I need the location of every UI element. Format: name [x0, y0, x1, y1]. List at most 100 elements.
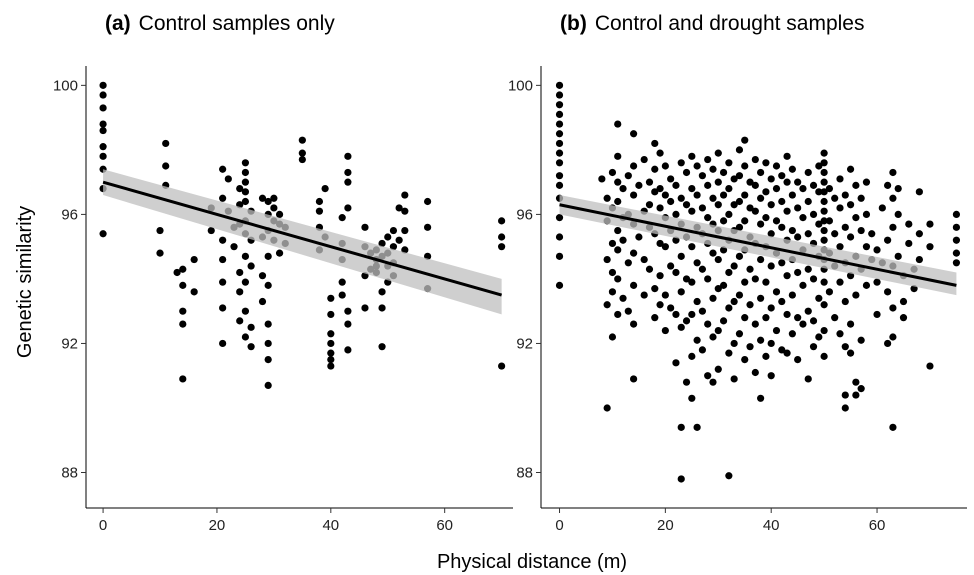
data-point	[836, 204, 844, 212]
data-point	[555, 214, 564, 222]
data-point	[327, 339, 335, 348]
data-point	[772, 217, 781, 225]
data-point	[735, 197, 744, 206]
data-point	[862, 243, 871, 251]
data-point	[709, 249, 717, 257]
data-point	[688, 278, 696, 286]
data-point	[952, 223, 961, 231]
data-point	[772, 184, 781, 193]
data-point	[389, 243, 398, 251]
data-point	[804, 230, 812, 238]
data-point	[344, 307, 352, 315]
data-point	[762, 314, 770, 322]
data-point	[751, 207, 759, 215]
data-point	[241, 307, 250, 315]
data-point	[746, 301, 754, 309]
x-tick-label: 60	[869, 517, 886, 534]
data-point	[327, 349, 335, 357]
data-point	[709, 294, 717, 302]
data-point	[667, 304, 675, 312]
data-point	[614, 178, 622, 186]
data-point	[338, 214, 346, 222]
data-point	[555, 101, 564, 109]
data-point	[746, 204, 754, 212]
data-point	[656, 239, 664, 248]
data-point	[682, 275, 691, 283]
data-point	[751, 275, 759, 283]
data-point	[788, 330, 796, 338]
data-point	[783, 272, 791, 280]
data-point	[693, 162, 701, 170]
data-point	[555, 130, 564, 138]
data-point	[640, 291, 648, 299]
data-point	[841, 297, 849, 306]
data-point	[624, 307, 632, 315]
data-point	[762, 214, 770, 222]
data-point	[905, 220, 913, 228]
data-point	[179, 320, 187, 328]
data-point	[179, 307, 187, 315]
data-point	[614, 246, 622, 254]
regression-line	[559, 203, 957, 287]
x-tick-label: 20	[209, 517, 226, 534]
data-point	[241, 168, 250, 177]
data-point	[315, 207, 324, 215]
data-point	[361, 304, 369, 312]
data-point	[889, 194, 897, 202]
data-point	[704, 372, 712, 380]
data-point	[730, 201, 738, 209]
panel-tag: (b)	[560, 12, 587, 35]
data-point	[219, 278, 227, 286]
data-point	[809, 181, 818, 189]
data-point	[624, 259, 632, 267]
data-point	[746, 178, 754, 186]
data-point	[841, 223, 849, 231]
data-point	[179, 265, 187, 273]
data-point	[820, 149, 828, 157]
data-point	[688, 184, 696, 193]
data-point	[219, 339, 227, 348]
data-point	[555, 81, 564, 89]
data-point	[614, 197, 622, 206]
data-point	[762, 352, 770, 360]
data-point	[698, 265, 707, 273]
data-point	[741, 314, 749, 322]
data-point	[714, 201, 722, 209]
data-point	[630, 320, 638, 328]
data-point	[852, 181, 860, 189]
y-tick-label: 100	[508, 77, 533, 94]
data-point	[672, 210, 680, 219]
data-point	[656, 149, 664, 157]
data-point	[236, 288, 244, 296]
data-point	[207, 226, 215, 235]
y-tick-label: 100	[53, 77, 78, 94]
data-point	[704, 320, 712, 328]
y-tick-label: 96	[516, 206, 533, 223]
regression-line	[102, 180, 503, 297]
data-point	[614, 310, 622, 319]
data-point	[498, 362, 506, 370]
data-point	[836, 278, 844, 286]
data-point	[378, 239, 386, 248]
data-point	[395, 204, 403, 212]
data-point	[809, 343, 818, 351]
data-point	[99, 81, 107, 89]
data-point	[762, 278, 770, 286]
data-point	[831, 230, 839, 238]
data-point	[820, 326, 828, 335]
x-tick-label: 40	[763, 517, 780, 534]
data-point	[857, 385, 865, 393]
data-point	[857, 226, 865, 235]
data-point	[619, 236, 627, 244]
data-point	[190, 255, 198, 264]
data-point	[630, 191, 638, 199]
data-point	[275, 210, 284, 219]
data-point	[661, 191, 669, 199]
data-point	[735, 252, 744, 260]
data-point	[757, 394, 765, 402]
data-point	[772, 288, 781, 296]
data-point	[704, 181, 712, 189]
data-point	[772, 162, 781, 170]
data-point	[645, 201, 654, 209]
